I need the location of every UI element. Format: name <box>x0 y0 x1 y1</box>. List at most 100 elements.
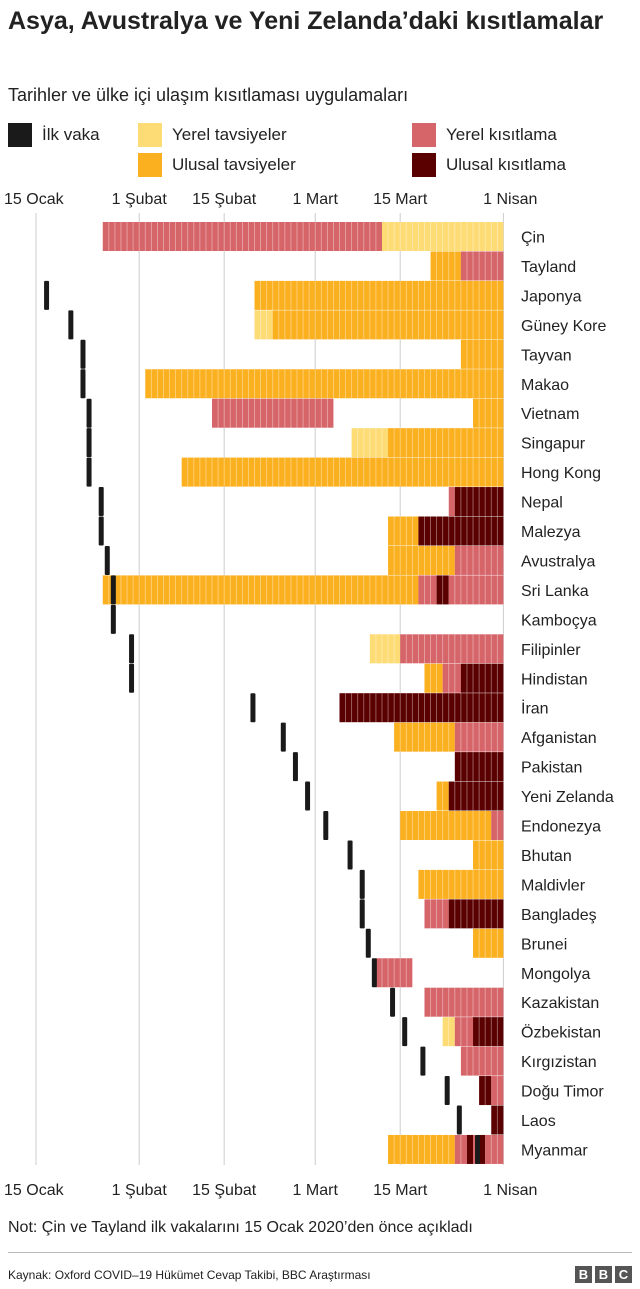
country-label: Özbekistan <box>521 1024 601 1042</box>
country-label: Brunei <box>521 936 567 953</box>
chart-subtitle: Tarihler ve ülke içi ulaşım kısıtlaması … <box>8 85 409 105</box>
first-case-marker <box>80 369 86 399</box>
first-case-marker <box>444 1076 450 1106</box>
restriction-bar-segment <box>473 1017 504 1047</box>
restriction-bar-segment <box>479 1076 492 1106</box>
first-case-marker <box>250 693 256 723</box>
country-label: Maldivler <box>521 877 586 894</box>
restriction-bar-segment <box>485 1134 504 1164</box>
x-tick-label: 15 Mart <box>373 191 428 208</box>
restriction-bar-segment <box>388 428 504 458</box>
x-tick-label: 1 Şubat <box>112 191 168 208</box>
restriction-bar-segment <box>442 663 461 693</box>
first-case-marker <box>104 545 110 575</box>
country-label: Endonezya <box>521 819 601 836</box>
restriction-bar-segment <box>448 781 504 811</box>
first-case-marker <box>371 958 377 988</box>
x-tick-label: 1 Nisan <box>483 191 537 208</box>
restriction-bar-segment <box>460 339 504 369</box>
country-label: Pakistan <box>521 760 582 777</box>
restriction-bar-segment <box>339 693 504 723</box>
restriction-bar-segment <box>181 457 504 487</box>
first-case-marker <box>475 1134 481 1164</box>
x-tick-label: 1 Mart <box>293 191 339 208</box>
bbc-logo-letter: B <box>595 1266 612 1283</box>
restriction-bar-segment <box>442 1017 455 1047</box>
restriction-bar-segment <box>491 1076 504 1106</box>
x-tick-label: 15 Mart <box>373 1182 428 1199</box>
country-label: Makao <box>521 377 569 394</box>
first-case-marker <box>420 1046 426 1076</box>
country-label: Doğu Timor <box>521 1084 604 1101</box>
restriction-bar-segment <box>369 634 401 664</box>
country-label: Kazakistan <box>521 995 599 1012</box>
source-text: Kaynak: Oxford COVID–19 Hükümet Cevap Ta… <box>8 1268 371 1282</box>
restriction-bar-segment <box>388 545 455 575</box>
first-case-marker <box>365 928 371 958</box>
restriction-bar-segment <box>454 1017 474 1047</box>
legend-label-national-advice: Ulusal tavsiyeler <box>172 155 296 174</box>
legend-national-restriction: Ulusal kısıtlama <box>412 153 566 177</box>
legend-national-advice: Ulusal tavsiyeler <box>138 153 296 177</box>
x-tick-label: 1 Şubat <box>112 1182 168 1199</box>
restriction-bar-segment <box>418 575 437 605</box>
restriction-bar-segment <box>102 222 382 251</box>
first-case-marker <box>280 722 286 752</box>
country-label: Japonya <box>521 288 582 305</box>
country-label: Çin <box>521 230 545 247</box>
country-label: Myanmar <box>521 1142 588 1159</box>
restriction-bar-segment <box>473 840 504 870</box>
country-label: Laos <box>521 1113 556 1130</box>
country-label: İran <box>521 699 549 718</box>
restriction-bar-segment <box>473 928 504 958</box>
country-label: Avustralya <box>521 553 596 570</box>
x-tick-label: 1 Mart <box>293 1182 339 1199</box>
first-case-marker <box>98 516 104 546</box>
restriction-bar-segment <box>394 722 455 752</box>
restriction-bar-segment <box>272 310 504 340</box>
restriction-bar-segment <box>381 222 504 251</box>
country-label: Filipinler <box>521 642 581 659</box>
restriction-bar-segment <box>145 369 504 399</box>
legend-label-local-advice: Yerel tavsiyeler <box>172 125 287 144</box>
restriction-bar-segment <box>424 663 443 693</box>
x-tick-label: 15 Şubat <box>192 191 257 208</box>
country-label: Afganistan <box>521 730 597 747</box>
first-case-marker <box>456 1105 462 1135</box>
bbc-logo: B B C <box>575 1266 632 1283</box>
restriction-bar-segment <box>454 545 504 575</box>
restriction-bar-segment <box>424 899 449 929</box>
first-case-marker <box>359 869 365 899</box>
first-case-marker <box>323 811 329 840</box>
country-label: Güney Kore <box>521 318 606 335</box>
legend-label-local-restriction: Yerel kısıtlama <box>446 125 557 144</box>
restriction-bar-segment <box>491 1105 504 1135</box>
legend-swatch-local-restriction <box>412 123 436 147</box>
restriction-bar-segment <box>436 575 449 605</box>
country-label: Tayvan <box>521 347 572 364</box>
country-label: Kırgızistan <box>521 1054 597 1071</box>
restriction-bar-segment <box>479 1134 486 1164</box>
restriction-bar-segment <box>460 1046 504 1076</box>
country-label: Hindistan <box>521 671 588 688</box>
first-case-marker <box>86 398 92 428</box>
first-case-marker <box>86 457 92 487</box>
legend-local-restriction: Yerel kısıtlama <box>412 123 557 147</box>
restrictions-timeline-chart: 15 Ocak 15 Ocak 1 Şubat 1 Şubat 15 Şubat 15 Ş… <box>4 191 614 1199</box>
x-tick-label: 15 Şubat <box>192 1182 257 1199</box>
restriction-bar-segment <box>212 398 334 428</box>
bbc-logo-letter: C <box>615 1266 632 1283</box>
restriction-bar-segment <box>473 398 504 428</box>
first-case-marker <box>347 840 353 870</box>
country-label: Sri Lanka <box>521 583 589 600</box>
legend-label-first-case: İlk vaka <box>42 125 100 144</box>
first-case-marker <box>110 575 116 605</box>
first-case-marker <box>305 781 311 811</box>
footer-divider <box>8 1252 632 1253</box>
first-case-marker <box>80 339 86 369</box>
legend-swatch-national-restriction <box>412 153 436 177</box>
restriction-bar-segment <box>448 487 455 517</box>
restriction-bar-segment <box>448 575 504 605</box>
country-label: Nepal <box>521 495 563 512</box>
first-case-marker <box>129 663 135 693</box>
